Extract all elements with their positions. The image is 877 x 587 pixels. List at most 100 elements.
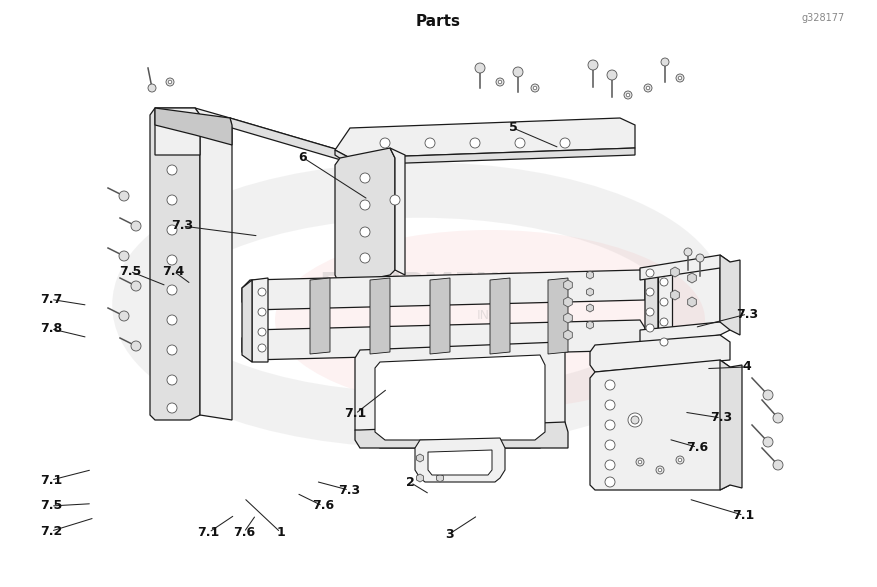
Polygon shape <box>428 450 492 475</box>
Circle shape <box>678 76 681 80</box>
Text: 4: 4 <box>743 360 752 373</box>
Circle shape <box>588 60 598 70</box>
Circle shape <box>660 298 668 306</box>
Polygon shape <box>590 360 730 490</box>
Polygon shape <box>490 278 510 354</box>
Circle shape <box>496 78 504 86</box>
Circle shape <box>646 288 654 296</box>
Circle shape <box>626 93 630 97</box>
Polygon shape <box>640 255 730 345</box>
Polygon shape <box>335 118 635 158</box>
Circle shape <box>119 191 129 201</box>
Polygon shape <box>590 335 730 372</box>
Polygon shape <box>415 438 505 482</box>
Circle shape <box>646 86 650 90</box>
Circle shape <box>605 400 615 410</box>
Text: 7.5: 7.5 <box>39 500 62 512</box>
Circle shape <box>644 84 652 92</box>
Circle shape <box>167 315 177 325</box>
Text: 5: 5 <box>509 122 517 134</box>
Polygon shape <box>640 268 658 352</box>
Circle shape <box>773 413 783 423</box>
Circle shape <box>605 440 615 450</box>
Polygon shape <box>242 270 645 310</box>
Polygon shape <box>195 108 232 420</box>
Circle shape <box>167 375 177 385</box>
Text: 7.3: 7.3 <box>171 220 194 232</box>
Polygon shape <box>242 280 252 362</box>
Circle shape <box>360 253 370 263</box>
Circle shape <box>360 173 370 183</box>
Polygon shape <box>242 320 645 360</box>
Circle shape <box>119 311 129 321</box>
Circle shape <box>425 138 435 148</box>
Circle shape <box>638 460 642 464</box>
Circle shape <box>646 308 654 316</box>
Polygon shape <box>150 108 200 420</box>
Text: 7.6: 7.6 <box>311 500 334 512</box>
Circle shape <box>646 269 654 277</box>
Circle shape <box>360 227 370 237</box>
Circle shape <box>656 466 664 474</box>
Circle shape <box>678 458 681 462</box>
Text: EQUIPMENT: EQUIPMENT <box>319 271 521 299</box>
Circle shape <box>660 318 668 326</box>
Polygon shape <box>355 422 568 448</box>
Text: 7.4: 7.4 <box>162 265 185 278</box>
Circle shape <box>515 138 525 148</box>
Circle shape <box>360 200 370 210</box>
Polygon shape <box>230 118 392 175</box>
Polygon shape <box>375 355 545 440</box>
Circle shape <box>258 344 266 352</box>
Circle shape <box>684 248 692 256</box>
Text: 7.6: 7.6 <box>686 441 709 454</box>
Circle shape <box>763 390 773 400</box>
Polygon shape <box>720 255 740 335</box>
Circle shape <box>660 278 668 286</box>
Circle shape <box>131 221 141 231</box>
Text: 7.1: 7.1 <box>344 407 367 420</box>
Polygon shape <box>310 278 330 354</box>
Circle shape <box>131 281 141 291</box>
Circle shape <box>258 288 266 296</box>
Circle shape <box>631 416 639 424</box>
Text: 7.6: 7.6 <box>232 526 255 539</box>
Text: INC.: INC. <box>477 309 503 322</box>
Text: 7.1: 7.1 <box>39 474 62 487</box>
Circle shape <box>696 254 704 262</box>
Text: 7.3: 7.3 <box>736 308 759 321</box>
Circle shape <box>167 255 177 265</box>
Circle shape <box>513 67 523 77</box>
Text: 1: 1 <box>276 526 285 539</box>
Circle shape <box>773 460 783 470</box>
Polygon shape <box>370 278 390 354</box>
Circle shape <box>660 338 668 346</box>
Text: 7.1: 7.1 <box>732 509 755 522</box>
Circle shape <box>560 138 570 148</box>
Circle shape <box>167 165 177 175</box>
Circle shape <box>624 91 632 99</box>
Circle shape <box>531 84 539 92</box>
Circle shape <box>475 63 485 73</box>
Text: 7.1: 7.1 <box>197 526 220 539</box>
Text: 2: 2 <box>406 476 415 489</box>
Circle shape <box>661 58 669 66</box>
Circle shape <box>380 138 390 148</box>
Circle shape <box>258 328 266 336</box>
Circle shape <box>533 86 537 90</box>
Circle shape <box>605 460 615 470</box>
Polygon shape <box>430 278 450 354</box>
Text: 7.7: 7.7 <box>39 293 62 306</box>
Circle shape <box>498 80 502 84</box>
Text: 7.3: 7.3 <box>338 484 360 497</box>
Circle shape <box>646 324 654 332</box>
Text: 7.8: 7.8 <box>39 322 62 335</box>
Circle shape <box>605 420 615 430</box>
Polygon shape <box>252 278 268 362</box>
Text: 3: 3 <box>445 528 453 541</box>
Circle shape <box>167 285 177 295</box>
Circle shape <box>167 403 177 413</box>
Circle shape <box>763 437 773 447</box>
Circle shape <box>167 345 177 355</box>
Circle shape <box>676 74 684 82</box>
